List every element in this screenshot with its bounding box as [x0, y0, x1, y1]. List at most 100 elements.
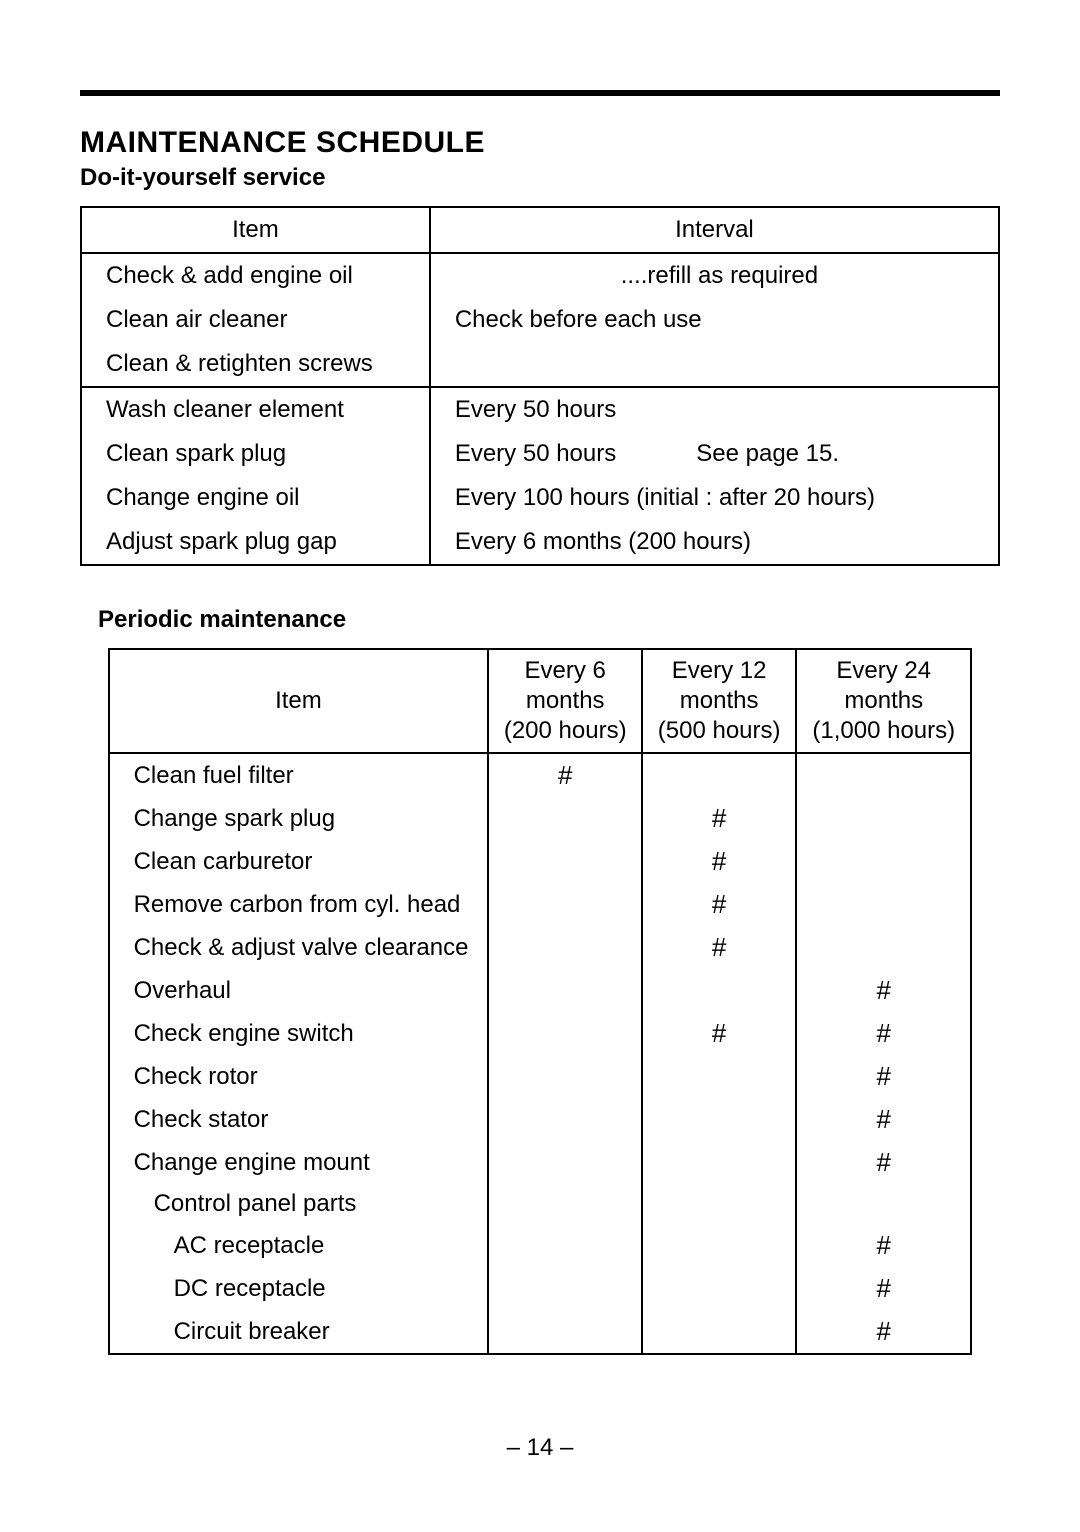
periodic-table: Item Every 6 months (200 hours) Every 12…	[108, 648, 973, 1355]
periodic-mark-cell: #	[796, 969, 971, 1012]
periodic-item-cell: Check & adjust valve clearance	[109, 926, 489, 969]
periodic-mark-cell	[642, 753, 796, 797]
table-row: Control panel parts	[109, 1184, 972, 1224]
table-row: Circuit breaker#	[109, 1310, 972, 1354]
periodic-mark-cell	[488, 1141, 642, 1184]
periodic-mark-cell	[488, 797, 642, 840]
periodic-mark-cell: #	[796, 1055, 971, 1098]
table-row: Change engine oilEvery 100 hours (initia…	[81, 476, 999, 520]
table-row: AC receptacle #	[109, 1224, 972, 1267]
periodic-mark-cell: #	[796, 1310, 971, 1354]
periodic-mark-cell	[642, 1184, 796, 1224]
periodic-mark-cell	[642, 1098, 796, 1141]
diy-item-cell: Check & add engine oil	[81, 253, 430, 298]
table-row: Check & add engine oil....refill as requ…	[81, 253, 999, 298]
periodic-item-cell: AC receptacle	[109, 1224, 489, 1267]
diy-header-item: Item	[81, 207, 430, 253]
periodic-mark-cell: #	[642, 883, 796, 926]
periodic-mark-cell: #	[642, 1012, 796, 1055]
periodic-mark-cell	[796, 883, 971, 926]
table-row: Check stator #	[109, 1098, 972, 1141]
periodic-mark-cell	[488, 1055, 642, 1098]
table-row: Clean air cleanerCheck before each use	[81, 298, 999, 342]
table-row: Check engine switch ##	[109, 1012, 972, 1055]
diy-interval-cell: Every 100 hours (initial : after 20 hour…	[430, 476, 999, 520]
diy-interval-cell: Every 6 months (200 hours)	[430, 520, 999, 565]
table-row: Overhaul #	[109, 969, 972, 1012]
table-row: Check rotor#	[109, 1055, 972, 1098]
periodic-mark-cell: #	[796, 1141, 971, 1184]
periodic-mark-cell	[642, 1267, 796, 1310]
diy-item-cell: Adjust spark plug gap	[81, 520, 430, 565]
periodic-mark-cell	[488, 926, 642, 969]
table-row: DC receptacle #	[109, 1267, 972, 1310]
table-row: Adjust spark plug gapEvery 6 months (200…	[81, 520, 999, 565]
table-row: Change spark plug#	[109, 797, 972, 840]
periodic-mark-cell	[488, 1098, 642, 1141]
diy-interval-cell: Every 50 hours	[430, 387, 999, 432]
table-row: Change engine mount #	[109, 1141, 972, 1184]
periodic-header-6m: Every 6 months (200 hours)	[488, 649, 642, 753]
periodic-item-cell: Clean fuel filter	[109, 753, 489, 797]
periodic-mark-cell	[796, 797, 971, 840]
periodic-item-cell: Remove carbon from cyl. head	[109, 883, 489, 926]
periodic-mark-cell	[488, 883, 642, 926]
periodic-mark-cell: #	[796, 1012, 971, 1055]
periodic-item-cell: Overhaul	[109, 969, 489, 1012]
periodic-mark-cell: #	[488, 753, 642, 797]
periodic-header-24m: Every 24 months (1,000 hours)	[796, 649, 971, 753]
periodic-mark-cell	[642, 1310, 796, 1354]
diy-item-cell: Clean & retighten screws	[81, 342, 430, 387]
periodic-mark-cell	[488, 840, 642, 883]
periodic-item-cell: Check engine switch	[109, 1012, 489, 1055]
diy-item-cell: Wash cleaner element	[81, 387, 430, 432]
table-row: Clean carburetor#	[109, 840, 972, 883]
diy-header-row: Item Interval	[81, 207, 999, 253]
periodic-mark-cell	[642, 969, 796, 1012]
periodic-mark-cell	[796, 926, 971, 969]
periodic-item-cell: Change engine mount	[109, 1141, 489, 1184]
table-row: Check & adjust valve clearance#	[109, 926, 972, 969]
diy-item-cell: Change engine oil	[81, 476, 430, 520]
periodic-mark-cell	[642, 1055, 796, 1098]
diy-interval-cell: ....refill as required	[430, 253, 999, 298]
periodic-mark-cell	[796, 840, 971, 883]
diy-note: See page 15.	[696, 440, 839, 468]
periodic-mark-cell	[488, 969, 642, 1012]
table-row: Clean fuel filter#	[109, 753, 972, 797]
diy-item-cell: Clean spark plug	[81, 432, 430, 476]
periodic-mark-cell	[796, 1184, 971, 1224]
diy-subtitle: Do-it-yourself service	[80, 164, 1000, 192]
table-row: Clean & retighten screws	[81, 342, 999, 387]
periodic-mark-cell: #	[642, 840, 796, 883]
periodic-mark-cell: #	[796, 1224, 971, 1267]
periodic-mark-cell	[488, 1224, 642, 1267]
periodic-mark-cell	[642, 1141, 796, 1184]
periodic-item-cell: DC receptacle	[109, 1267, 489, 1310]
periodic-subtitle: Periodic maintenance	[98, 606, 1000, 634]
periodic-header-item: Item	[109, 649, 489, 753]
diy-header-interval: Interval	[430, 207, 999, 253]
periodic-item-cell: Control panel parts	[109, 1184, 489, 1224]
periodic-header-12m: Every 12 months (500 hours)	[642, 649, 796, 753]
diy-table: Item Interval Check & add engine oil....…	[80, 206, 1000, 566]
top-rule	[80, 90, 1000, 96]
periodic-item-cell: Change spark plug	[109, 797, 489, 840]
periodic-mark-cell	[488, 1310, 642, 1354]
periodic-mark-cell: #	[796, 1098, 971, 1141]
page-number: – 14 –	[0, 1434, 1080, 1462]
periodic-item-cell: Check stator	[109, 1098, 489, 1141]
periodic-mark-cell	[488, 1012, 642, 1055]
page-title: MAINTENANCE SCHEDULE	[80, 126, 1000, 160]
page-content: MAINTENANCE SCHEDULE Do-it-yourself serv…	[0, 0, 1080, 1355]
diy-interval-cell	[430, 342, 999, 387]
table-row: Clean spark plugEvery 50 hoursSee page 1…	[81, 432, 999, 476]
periodic-header-row: Item Every 6 months (200 hours) Every 12…	[109, 649, 972, 753]
periodic-mark-cell	[488, 1184, 642, 1224]
diy-interval-cell: Check before each use	[430, 298, 999, 342]
periodic-mark-cell: #	[796, 1267, 971, 1310]
periodic-mark-cell	[488, 1267, 642, 1310]
table-row: Wash cleaner elementEvery 50 hours	[81, 387, 999, 432]
diy-item-cell: Clean air cleaner	[81, 298, 430, 342]
diy-interval-cell: Every 50 hoursSee page 15.	[430, 432, 999, 476]
